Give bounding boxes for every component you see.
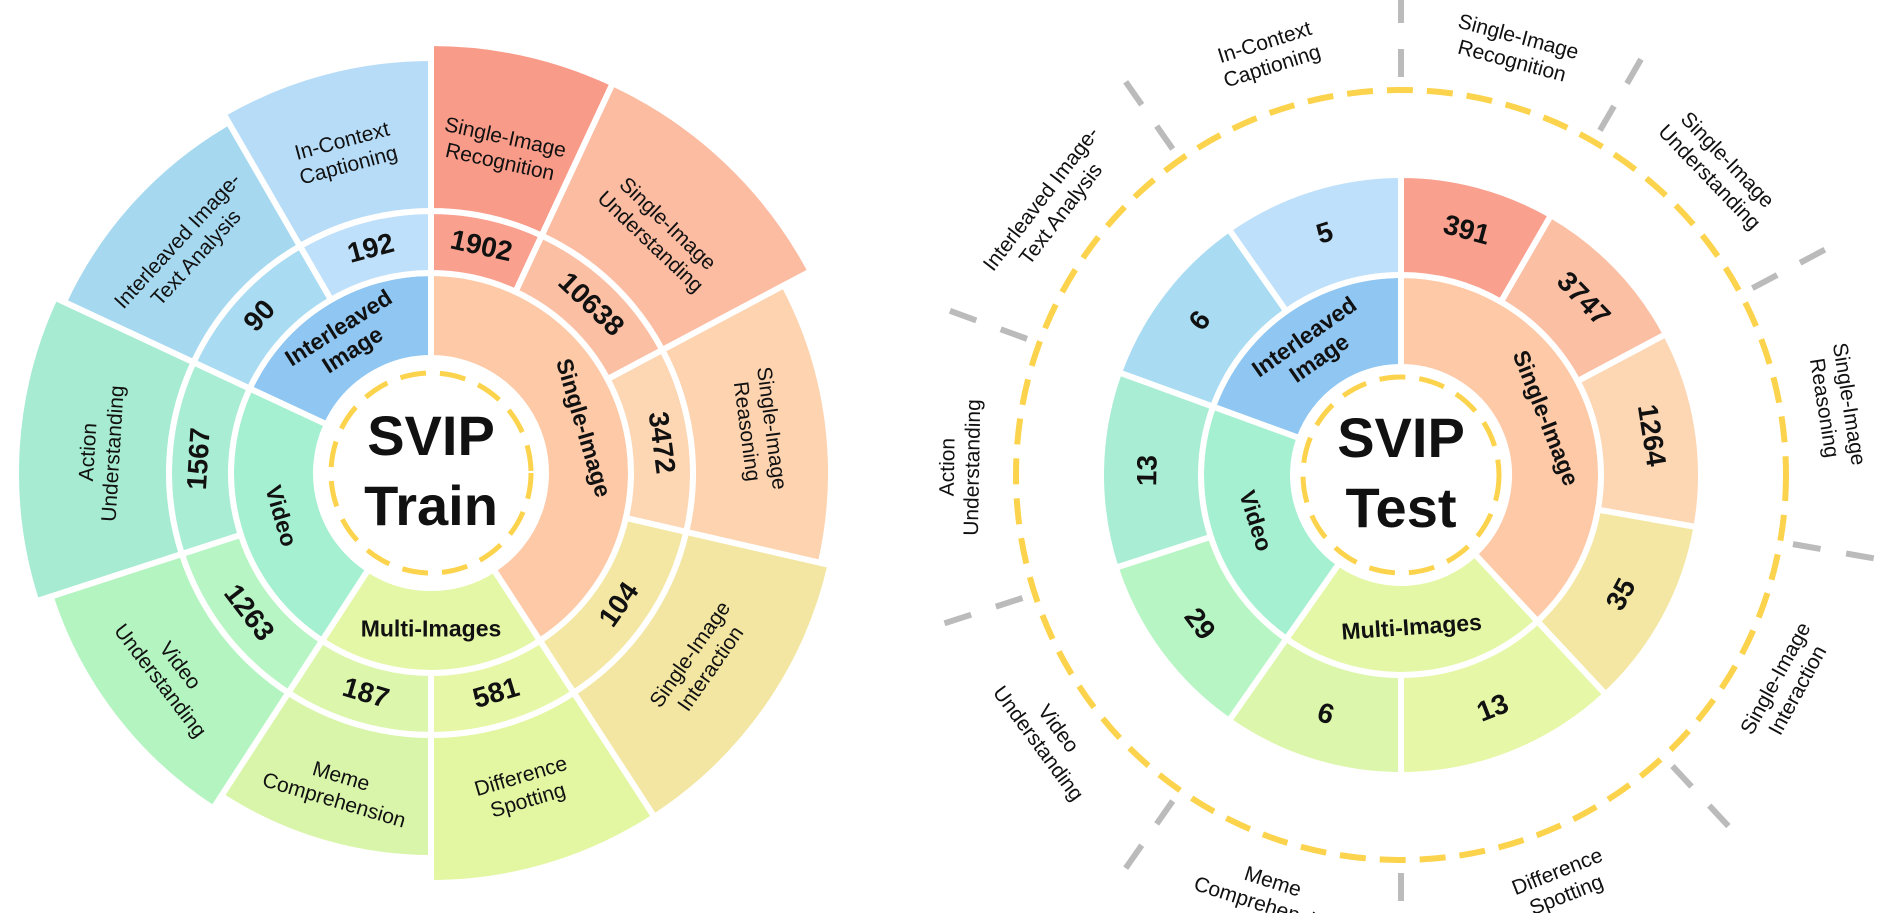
dashed-circle [1013, 87, 1789, 863]
dashed-circle [328, 370, 534, 576]
center-label: Train [364, 474, 498, 537]
dashed-circle [1300, 374, 1502, 576]
divider [929, 595, 1024, 631]
divider [1670, 764, 1741, 840]
divider [1114, 799, 1176, 883]
divider [1792, 541, 1890, 564]
segment-label: Action [75, 422, 102, 482]
divider [1751, 239, 1840, 291]
outer-wedge [428, 688, 659, 887]
segment-label: Understanding [960, 399, 985, 536]
outer-wedge [537, 79, 815, 355]
outer-wedge [13, 293, 198, 606]
center-label: SVIP [1337, 406, 1465, 469]
center-label: Test [1346, 476, 1457, 539]
count-label: 1567 [181, 427, 216, 491]
divider [1114, 67, 1176, 151]
group-label-group: Multi-Images [361, 616, 502, 642]
count-label: 13 [1131, 455, 1163, 487]
segment-label-group: Interleaved Image-Text Analysis [979, 122, 1107, 275]
divider [934, 302, 1029, 342]
center-label: SVIP [367, 404, 495, 467]
outer-wedge [219, 54, 434, 251]
divider [1597, 44, 1652, 132]
count-wedge [1224, 171, 1404, 316]
group-label: Multi-Images [361, 616, 502, 642]
segment-label: Action [936, 438, 960, 497]
